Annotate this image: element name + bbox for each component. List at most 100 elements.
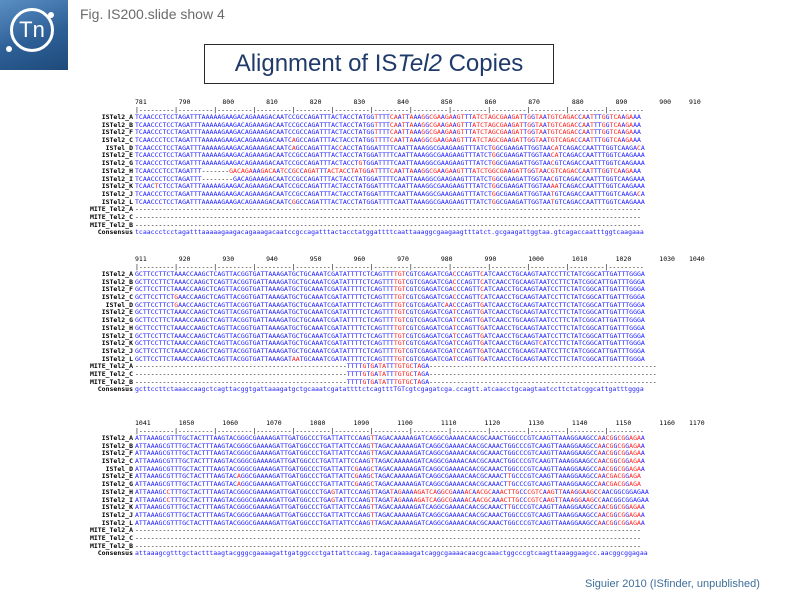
ruler-tick-label: 880 (571, 98, 584, 106)
ruler-tick-label: 840 (397, 98, 409, 106)
title-prefix: Alignment of IS (234, 50, 398, 77)
sequence-text: GCTTCCTTCTAAACCAAGCTCAGTTACGGTGATTAAAGAT… (135, 340, 645, 348)
alignment-row: ISTel2_K ATTAAAGCGTTTGCTACTTTAAGTACGGGCGA… (88, 503, 703, 512)
tn-logo: Tn (0, 0, 68, 70)
ruler-tick-label: 810 (266, 98, 278, 106)
sequence-text: attaaagcgtttgctactttaagtacgggcgaaaagattg… (135, 550, 648, 558)
sequence-text: TCAACCCTCCTAGATTTAAAAAGAAGACAGAAAGACAATC… (135, 198, 645, 206)
title-italic: Tel2 (397, 50, 442, 77)
sequence-text: ATTAAAGCCTTTGCTACTTTAAGTACGGGCGAAAAGATTG… (135, 488, 649, 496)
ruler-tick-label: 1170 (689, 419, 705, 427)
alignment-block-2: 911 920 930 940 950 960 970 980 990 1000 1010 1020 1… (88, 255, 705, 394)
sequence-label: ISTel2_A (101, 270, 133, 278)
ruler-tick-label: 980 (440, 255, 453, 263)
ruler-tick-label: 790 (178, 98, 191, 106)
alignment-row: ISTel2_G ATTAAAGCGTTTGCTACTTTAAGTACAGGCGA… (88, 480, 703, 489)
sequence-label: ISTel_D (105, 300, 133, 309)
sequence-text: ATTAAAGCCTTTGCTACTTTAAGTACGGGCGAAAAGATTG… (135, 496, 649, 504)
sequence-label: ISTel2_C (101, 293, 133, 302)
sequence-text: gcttccttctaaaccaagctcagttacggtgattaaagat… (135, 386, 644, 394)
ruler-line: |---------|---------|---------|---------… (135, 428, 644, 435)
alignment-row: ISTel2_K TCAACTCTCCTAGATTTAAAAAGAAGACAGAA… (88, 182, 703, 191)
alignment-row: ISTel2_H ATTAAAGCCTTTGCTACTTTAAGTACGGGCGA… (88, 487, 703, 497)
alignment-row: MITE_Tel2_C -----------------------------… (88, 533, 703, 543)
position-ruler: 1041 1050 1060 1070 1080 1090 1100 1110 1120 1130… (135, 419, 705, 435)
sequence-label: ISTel2_H (101, 487, 133, 496)
sequence-text: GCTTCCTTCTAAACCAAGCTCAGTTACGGTGATTAAAGAT… (135, 332, 645, 340)
ruler-tick-label: 1060 (222, 419, 239, 427)
alignment-row: ISTel2_B ATTAAAGCGTTTGCTACTTTAAGTACGGGCGA… (88, 442, 703, 451)
alignment-row: ISTel2_J TCAACCCTCCTAGATTTAAAAAGAAGACAGAA… (88, 190, 703, 199)
sequence-label: Consensus (97, 385, 133, 394)
sequence-text: ----------------------------------------… (135, 378, 657, 386)
alignment-row: ISTel2_L GCTTCCTTCTAAACCAAGCTCAGTTACGGTGA… (88, 354, 703, 364)
sequence-label: ISTel2_A (101, 434, 133, 442)
slide-title: Alignment of ISTel2 Copies (204, 44, 554, 84)
ruler-tick-label: 870 (528, 98, 540, 106)
ruler-tick-label: 1080 (309, 419, 326, 427)
sequence-label: MITE_Tel2_B (89, 377, 133, 386)
sequence-label: MITE_Tel2_A (89, 205, 133, 214)
alignment-row: Consensus tcaaccctcctagatttaaaaagaagacaga… (88, 229, 703, 237)
sequence-label: ISTel2_A (101, 113, 133, 121)
alignment-row: ISTel2_C ATTAAAGCGTTTGCTACTTTAAGTACGGGCGA… (88, 457, 703, 466)
sequence-label: ISTel2_L (101, 354, 133, 363)
sequence-label: ISTel2_G (101, 159, 133, 168)
ruler-tick-label: 850 (440, 98, 453, 106)
ruler-tick-label: 950 (309, 255, 322, 263)
sequence-text: ----------------------------------------… (135, 527, 641, 535)
sequence-label: ISTel2_K (101, 182, 133, 191)
sequence-label: ISTel2_L (101, 518, 133, 527)
alignment-row: MITE_Tel2_B -----------------------------… (88, 377, 703, 387)
sequence-label: ISTel2_B (101, 277, 133, 286)
alignment-row: ISTel2_C TCAACCCTCCTAGATTTAAAAAGAAGACAGAA… (88, 136, 703, 145)
alignment-row: ISTel2_B GCTTCCTTCTAAACCAAGCTCAGTTACGGTGA… (88, 277, 703, 287)
sequence-label: Consensus (97, 549, 133, 558)
alignment-block-1: 781 790 800 810 820 830 840 850 860 870 880 890 900 9… (88, 98, 703, 237)
sequence-text: TCAACCCTCCTAGATTTAAAAAGAAGACAGAAAGACAATC… (135, 137, 641, 145)
sequence-text: GCTTCCTTCTAAACCAAGCTCAGTTACGGTGATTAAAGAT… (135, 324, 645, 332)
alignment-row: ISTel2_F TCAACCCTCCTAGATTTAAAAAGAAGACAGAA… (88, 129, 703, 137)
alignment-row: ISTel2_E ATTAAAGCGTTTGCTACTTTAAGTACAGGCGA… (88, 473, 703, 481)
ruler-tick-label: 1020 (615, 255, 632, 263)
sequence-label: ISTel_D (105, 464, 133, 473)
alignment-row: MITE_Tel2_C -----------------------------… (88, 213, 703, 222)
ruler-tick-label: 820 (309, 98, 322, 106)
ruler-tick-label: 890 (615, 98, 628, 106)
sequence-text: ATTAAAGCGTTTGCTACTTTAAGTACGGGCGAAAAGATTG… (135, 511, 645, 519)
ruler-line: |---------|---------|---------|---------… (135, 264, 644, 271)
alignment-row: MITE_Tel2_B -----------------------------… (88, 221, 703, 230)
alignment-row: Consensus gcttccttctaaaccaagctcagttacggtg… (88, 386, 703, 394)
sequence-text: GCTTCCTTCTAAACCAAGCTCAGTTACGGTGATTAAAGAT… (135, 347, 645, 355)
position-ruler: 781 790 800 810 820 830 840 850 860 870 880 890 900 9… (135, 98, 703, 114)
sequence-text: GCTTCCTTCTAAACCAAGCTCAGTTACGGTGATTAAAGAT… (135, 271, 645, 278)
alignment-row: ISTel2_B TCAACCCTCCTAGATTTAAAAAGAAGACAGAA… (88, 121, 703, 130)
alignment-row: ISTel2_F GCTTCCTTCTAAACCAAGCTCAGTTACGGTGA… (88, 286, 703, 294)
sequence-text: ATTAAAGCGTTTGCTACTTTAAGTACGGGCGAAAAGATTG… (135, 442, 645, 450)
sequence-label: ISTel2_F (101, 285, 133, 294)
sequence-label: ISTel2_C (101, 457, 133, 466)
sequence-label: ISTel2_E (101, 472, 133, 481)
credit-text: Siguier 2010 (ISfinder, unpublished) (585, 578, 760, 590)
ruler-tick-label: 1160 (659, 419, 675, 427)
sequence-text: TCAACCCTCCTAGATTTAAAAAGAAGACAGAAAGACAATC… (135, 144, 645, 152)
ruler-tick-label: 1000 (528, 255, 544, 263)
alignment-row: ISTel2_J GCTTCCTTCTAAACCAAGCTCAGTTACGGTGA… (88, 347, 703, 356)
sequence-text: ATTAAAGCGTTTGCTACTTTAAGTACGGGCGAAAAGATTG… (135, 465, 645, 473)
sequence-text: ATTAAAGCGTTTGCTACTTTAAGTACGGGCGAAAAGATTG… (135, 504, 645, 512)
alignment-row: ISTel2_H GCTTCCTTCTAAACCAAGCTCAGTTACGGTGA… (88, 324, 703, 333)
alignment-row: ISTel2_I TCAACCCTCCTAGATTT--------GACAGAA… (88, 175, 703, 184)
sequence-label: MITE_Tel2_C (89, 533, 133, 542)
alignment-row: ISTel_D ATTAAAGCGTTTGCTACTTTAAGTACGGGCGAA… (88, 464, 703, 474)
ruler-line: |---------|---------|---------|---------… (135, 107, 644, 114)
ruler-tick-label: 940 (266, 255, 278, 263)
sequence-text: ----------------------------------------… (135, 221, 641, 229)
ruler-tick-label: 1010 (571, 255, 588, 263)
alignment-row: ISTel2_K GCTTCCTTCTAAACCAAGCTCAGTTACGGTGA… (88, 339, 703, 348)
sequence-text: TCAACCCTCCTAGATTT--------GACAGAAAGACAATC… (135, 175, 645, 183)
alignment-row: ISTel2_I GCTTCCTTCTAAACCAAGCTCAGTTACGGTGA… (88, 332, 703, 341)
sequence-label: ISTel2_L (101, 197, 133, 206)
alignment-row: ISTel2_J ATTAAAGCGTTTGCTACTTTAAGTACGGGCGA… (88, 511, 703, 520)
title-suffix: Copies (441, 50, 524, 77)
sequence-text: GCTTCCTTCTAAACCAAGCTCAGTTACGGTGATTAAAGAT… (135, 278, 645, 286)
